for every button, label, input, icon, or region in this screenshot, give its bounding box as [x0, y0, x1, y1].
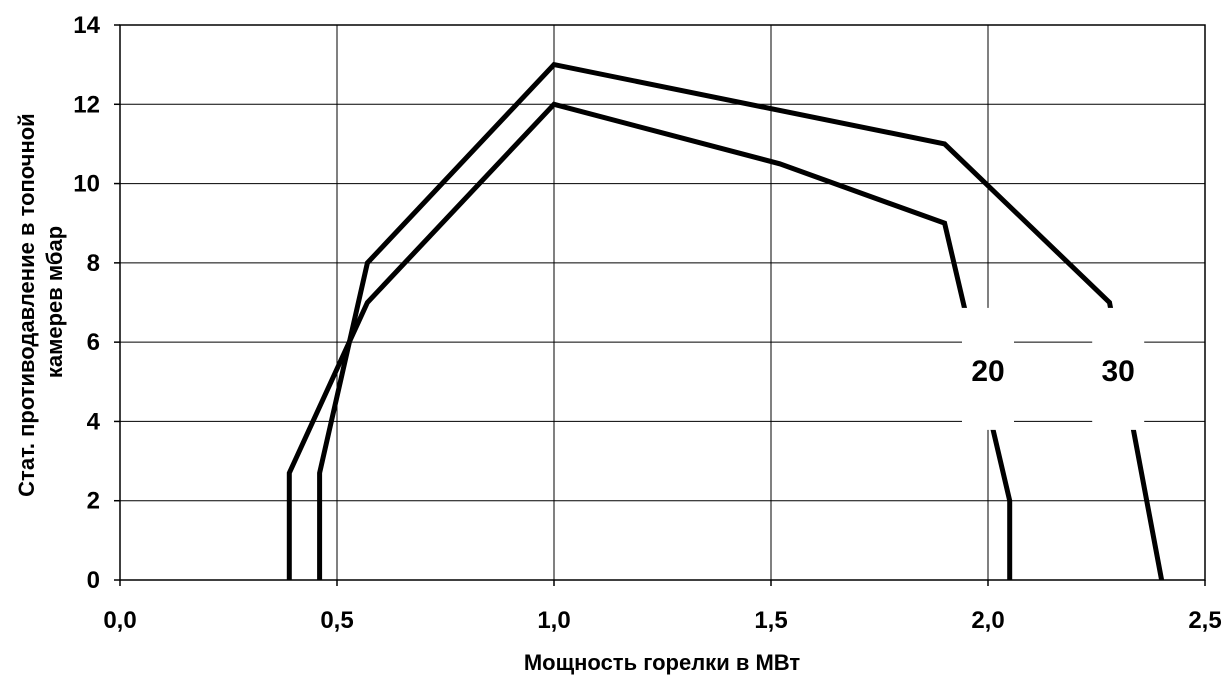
- y-tick-label: 12: [73, 91, 100, 118]
- data-series: [286, 61, 1165, 581]
- x-axis-title: Мощность горелки в МВт: [524, 650, 801, 675]
- axes: [114, 24, 1206, 586]
- series-label-background: [1092, 307, 1145, 430]
- x-tick-label: 2,5: [1188, 607, 1221, 634]
- series-label-30: 30: [1102, 355, 1135, 388]
- y-tick-label: 0: [87, 567, 100, 594]
- y-tick-label: 8: [87, 250, 100, 277]
- series-line-20: [286, 101, 1013, 580]
- y-tick-label: 10: [73, 171, 100, 198]
- series-labels: 20 30: [962, 307, 1145, 430]
- y-tick-label: 4: [87, 408, 101, 435]
- series-label-background: [962, 307, 1014, 430]
- x-tick-label: 2,0: [971, 607, 1004, 634]
- x-tick-label: 0,5: [320, 607, 353, 634]
- plot-frame: [119, 24, 1206, 581]
- y-tick-label: 2: [87, 488, 100, 515]
- y-tick-label: 6: [87, 329, 100, 356]
- y-axis-title-line-2: камерев мбар: [42, 226, 67, 378]
- series-label-20: 20: [971, 355, 1004, 388]
- x-tick-label: 1,5: [754, 607, 787, 634]
- plot-area: [120, 25, 1205, 580]
- y-axis-title-line-1: Стат. противодавление в топочной: [14, 113, 39, 497]
- tick-labels: 0 2 4 6 8 10 12 14 0,0 0,5 1,0 1,5 2,0 2,5: [73, 12, 1221, 634]
- y-tick-label: 14: [73, 12, 100, 39]
- x-tick-label: 1,0: [537, 607, 570, 634]
- y-axis-title: Стат. противодавление в топочной камерев…: [14, 107, 67, 497]
- x-tick-label: 0,0: [103, 607, 136, 634]
- series-line-30: [317, 61, 1165, 581]
